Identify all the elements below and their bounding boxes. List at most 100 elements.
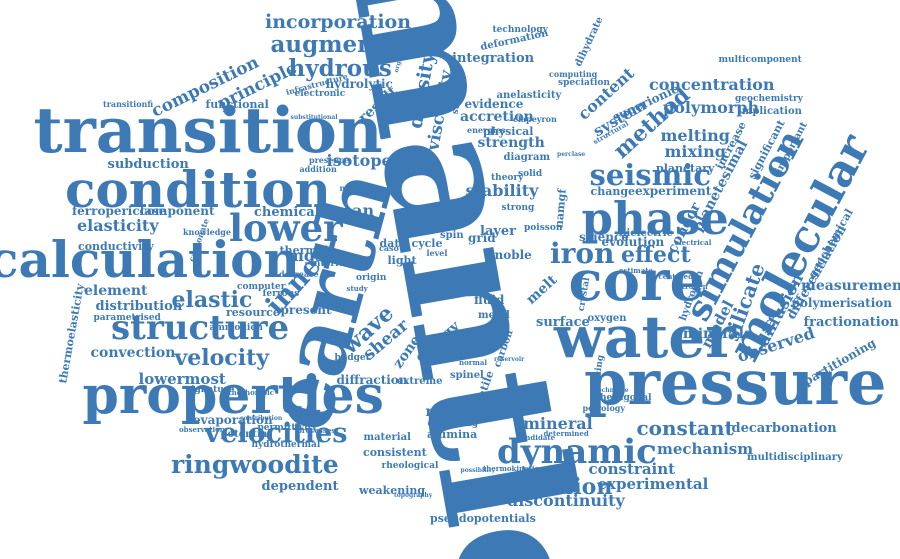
word-ammonion: ammonion <box>209 322 263 333</box>
word-light: light <box>387 253 417 267</box>
word-seismic: seismic <box>589 157 711 192</box>
word-equation: equation <box>503 474 613 500</box>
word-mixing: mixing <box>664 142 726 161</box>
word-noble: noble <box>494 248 532 262</box>
word-origin: origin <box>356 272 387 283</box>
word-degassing: degassing <box>427 418 479 429</box>
word-thermokinetic: thermokinetic <box>483 463 539 473</box>
word-strong: strong <box>501 202 535 213</box>
word-lower: lower <box>229 205 343 250</box>
word-velocities: velocities <box>204 417 348 449</box>
word-accretion: accretion <box>460 109 534 125</box>
word-ringwoodite: ringwoodite <box>171 449 339 479</box>
word-hydrothermal: hydrothermal <box>251 439 321 450</box>
word-anelasticity: anelasticity <box>496 90 562 101</box>
word-topography: topography <box>394 492 433 499</box>
word-ferropericlase: ferropericlase <box>72 204 167 218</box>
word-thermal: thermal <box>279 243 329 257</box>
word-namgf: namgf <box>551 187 569 229</box>
word-functional: functional <box>205 97 269 111</box>
word-level: level <box>426 248 448 258</box>
word-reservoir: reservoir <box>494 356 525 363</box>
word-diagram: diagram <box>503 152 551 163</box>
word-caso: caso <box>379 243 399 253</box>
word-velocity: velocity <box>174 345 270 371</box>
word-study: study <box>346 283 368 293</box>
word-ferrous: ferrous <box>262 288 300 299</box>
word-polymerisation: polymerisation <box>791 296 893 310</box>
word-solid: solid <box>518 168 543 179</box>
word-pseudopotentials: pseudopotentials <box>430 511 536 525</box>
word-weakening: weakening <box>359 483 426 497</box>
word-normal: normal <box>459 357 488 367</box>
word-energies: energies <box>467 125 506 135</box>
word-ocean: ocean <box>321 201 375 220</box>
word-post: post <box>449 263 481 279</box>
word-rheological: rheological <box>381 460 439 471</box>
word-processes: processes <box>297 425 336 435</box>
word-dielectric: dielectric <box>619 228 673 239</box>
word-dynamic: dynamic <box>497 432 657 472</box>
word-component: component <box>139 204 215 218</box>
word-possibility: possibility <box>460 467 496 474</box>
word-oxygen: oxygen <box>587 313 627 324</box>
word-strength: strength <box>477 135 545 151</box>
word-physical: physical <box>483 124 534 138</box>
word-evidence: evidence <box>464 97 524 111</box>
word-effect: effect <box>621 242 691 268</box>
word-grid: grid <box>468 231 496 245</box>
word-thermoelasticity: thermoelasticity <box>55 282 87 384</box>
word-stable: stable <box>400 220 434 231</box>
word-alumina: alumina <box>427 427 478 441</box>
word-spinel: spinel <box>450 370 484 381</box>
word-diamond: diamond <box>379 100 423 111</box>
word-fractionation: fractionation <box>803 314 899 330</box>
word-element: element <box>84 283 148 299</box>
word-integration: integration <box>452 50 535 66</box>
word-discontinuity: discontinuity <box>507 491 625 510</box>
word-substitutional: substitutional <box>290 114 338 121</box>
word-technique: technique <box>595 387 629 394</box>
word-mgsio: mgsio <box>287 246 341 265</box>
word-convection: convection <box>90 345 176 361</box>
word-resource: resource <box>226 305 280 319</box>
word-consistent: consistent <box>363 445 427 459</box>
word-interior: interior <box>310 258 350 269</box>
word-multidisciplinary: multidisciplinary <box>747 452 843 463</box>
word-incorporation: incorporation <box>265 10 412 33</box>
word-state: state <box>413 274 477 302</box>
word-data: data <box>379 236 407 250</box>
word-theory: theory <box>491 172 524 183</box>
word-evolution: evolution <box>601 235 665 249</box>
word-permittivity: permittivity <box>257 422 317 433</box>
word-estimate: estimate <box>619 265 653 275</box>
word-core: core <box>568 248 706 314</box>
word-subduction: subduction <box>107 156 189 172</box>
word-eminerals: eminerals <box>674 326 752 342</box>
word-electronic: electronic <box>294 88 346 99</box>
word-hydrous: hydrous <box>288 54 392 82</box>
word-petrology: petrology <box>582 403 626 413</box>
word-electrical: electrical <box>674 237 712 247</box>
word-measurement: measurement <box>801 278 900 294</box>
word-clapeyron: clapeyron <box>513 114 557 124</box>
word-calculation: calculation <box>0 230 300 289</box>
word-decrease: decrease <box>279 269 319 279</box>
word-budget: budget <box>334 352 370 363</box>
word-transitionfi: transitionfi <box>103 99 154 109</box>
word-properties: properties <box>82 365 384 426</box>
word-number: number <box>339 183 375 193</box>
word-melting: melting <box>660 126 730 145</box>
word-computer: computer <box>237 281 286 292</box>
word-addition: addition <box>299 164 337 174</box>
word-parametrised: parametrised <box>93 312 161 323</box>
word-knowledge: knowledge <box>183 227 231 237</box>
word-chemical: chemical <box>254 204 320 220</box>
word-conductivity: conductivity <box>78 239 154 253</box>
word-concentration: concentration <box>649 75 775 94</box>
word-determined: determined <box>543 428 589 438</box>
word-transition: transition <box>33 92 383 167</box>
word-extreme: extreme <box>397 376 443 387</box>
word-constraint: constraint <box>588 459 676 478</box>
